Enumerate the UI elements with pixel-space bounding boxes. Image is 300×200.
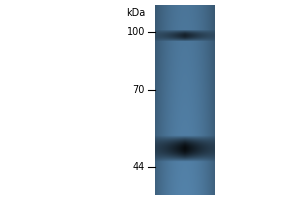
Text: 44: 44	[133, 162, 145, 172]
Text: 70: 70	[133, 85, 145, 95]
Text: kDa: kDa	[126, 8, 145, 18]
Text: 100: 100	[127, 27, 145, 37]
